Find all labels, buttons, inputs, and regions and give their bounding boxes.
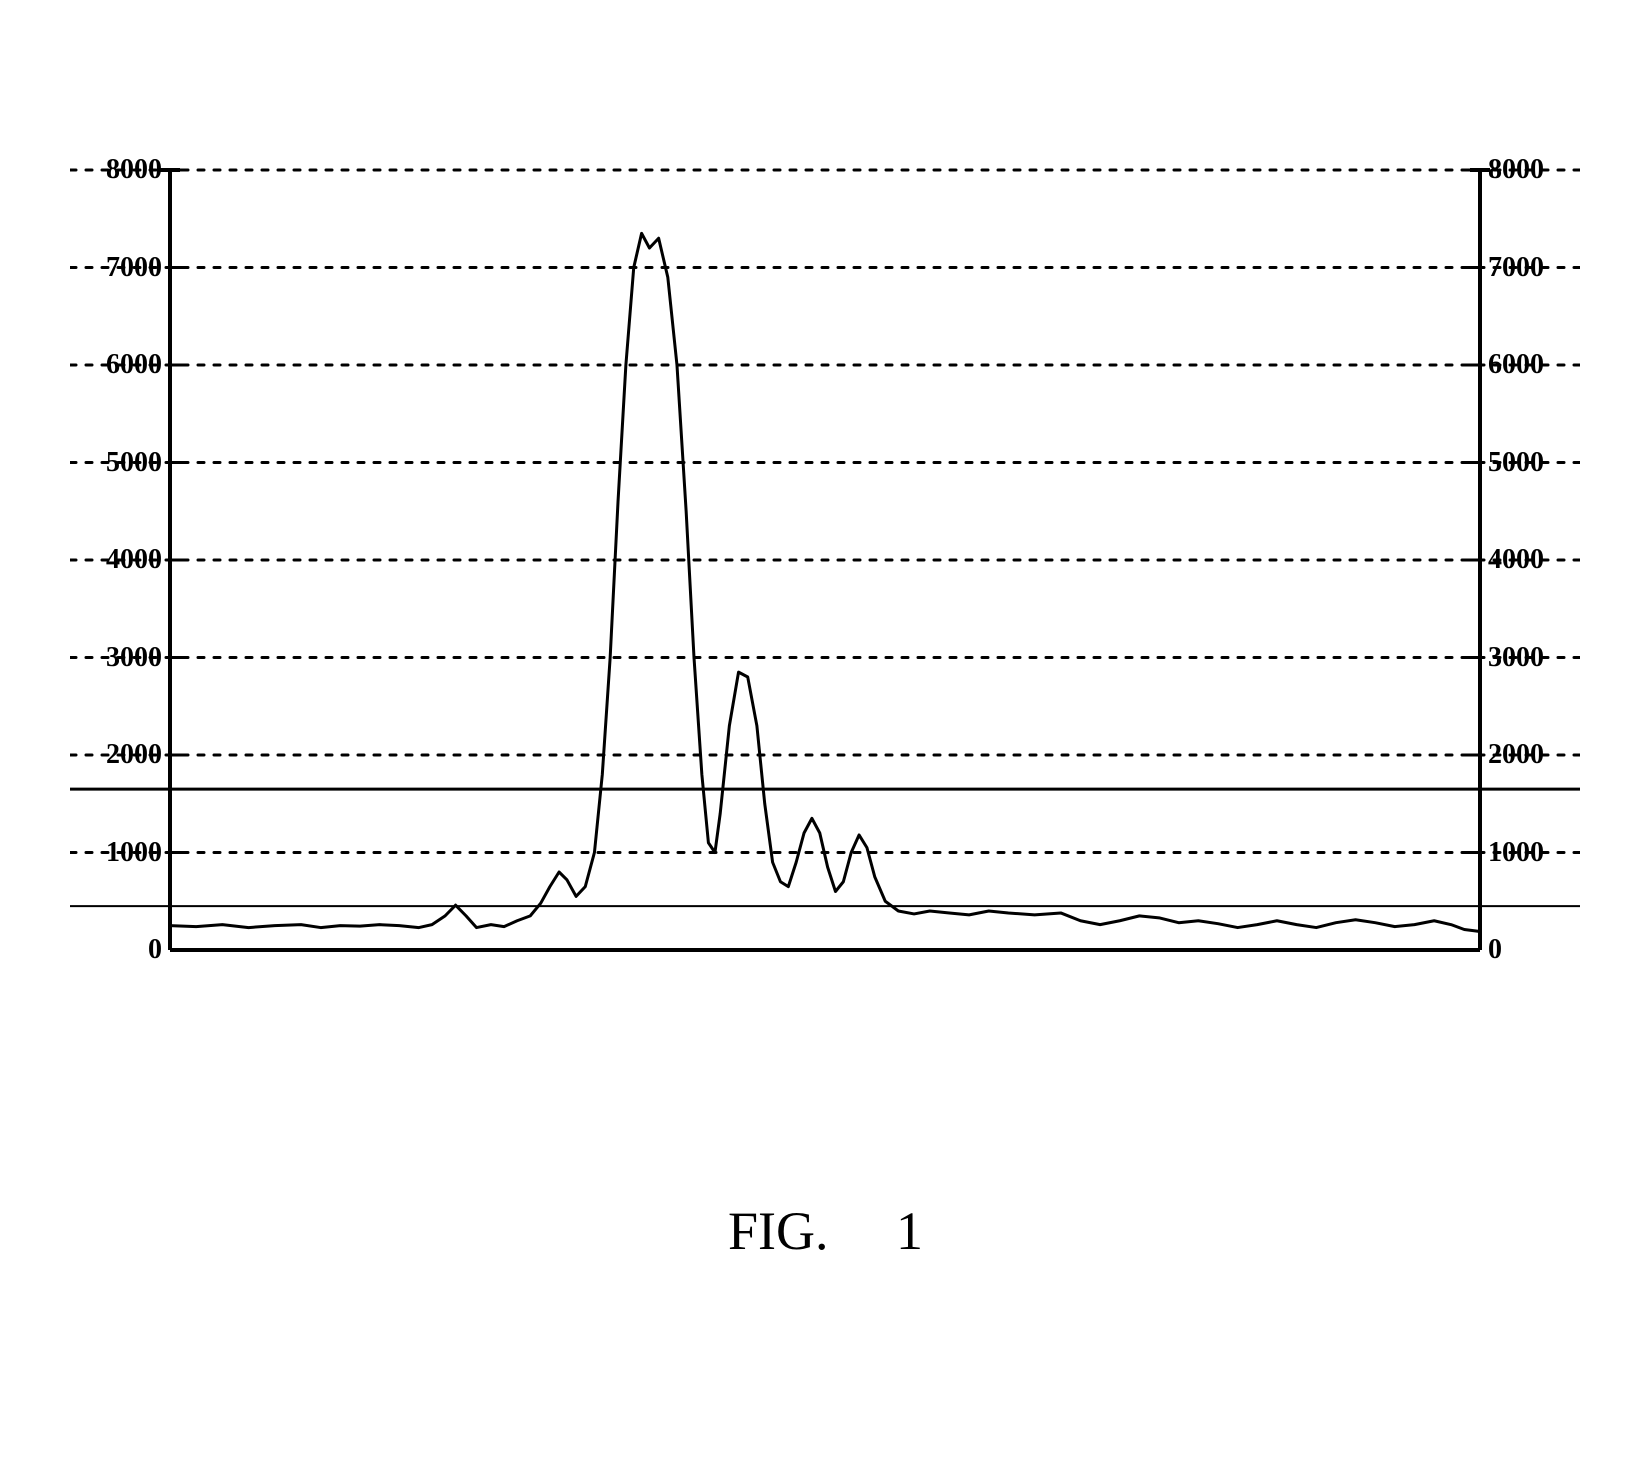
y-tick-label-left: 7000: [106, 254, 162, 282]
y-tick-label-left: 3000: [106, 644, 162, 672]
figure-caption-text: FIG. 1: [728, 1201, 923, 1261]
y-tick-label-right: 6000: [1488, 351, 1544, 379]
y-tick-label-left: 8000: [106, 156, 162, 184]
y-tick-label-right: 7000: [1488, 254, 1544, 282]
y-tick-label-right: 4000: [1488, 546, 1544, 574]
chart-container: 0 0 1000 1000 2000 2000 3000 3000 4000 4000 5000 50…: [70, 160, 1580, 980]
y-tick-label-left: 6000: [106, 351, 162, 379]
y-tick-label-left: 4000: [106, 546, 162, 574]
figure-caption: FIG. 1: [0, 1200, 1651, 1262]
y-tick-label-right: 2000: [1488, 741, 1544, 769]
y-tick-label-right: 1000: [1488, 839, 1544, 867]
y-tick-label-left: 2000: [106, 741, 162, 769]
y-tick-label-right: 5000: [1488, 449, 1544, 477]
y-tick-label-left: 0: [148, 936, 162, 964]
y-tick-label-left: 5000: [106, 449, 162, 477]
y-tick-label-right: 8000: [1488, 156, 1544, 184]
line-chart: [70, 160, 1580, 980]
y-tick-label-right: 0: [1488, 936, 1502, 964]
y-tick-label-right: 3000: [1488, 644, 1544, 672]
y-tick-label-left: 1000: [106, 839, 162, 867]
